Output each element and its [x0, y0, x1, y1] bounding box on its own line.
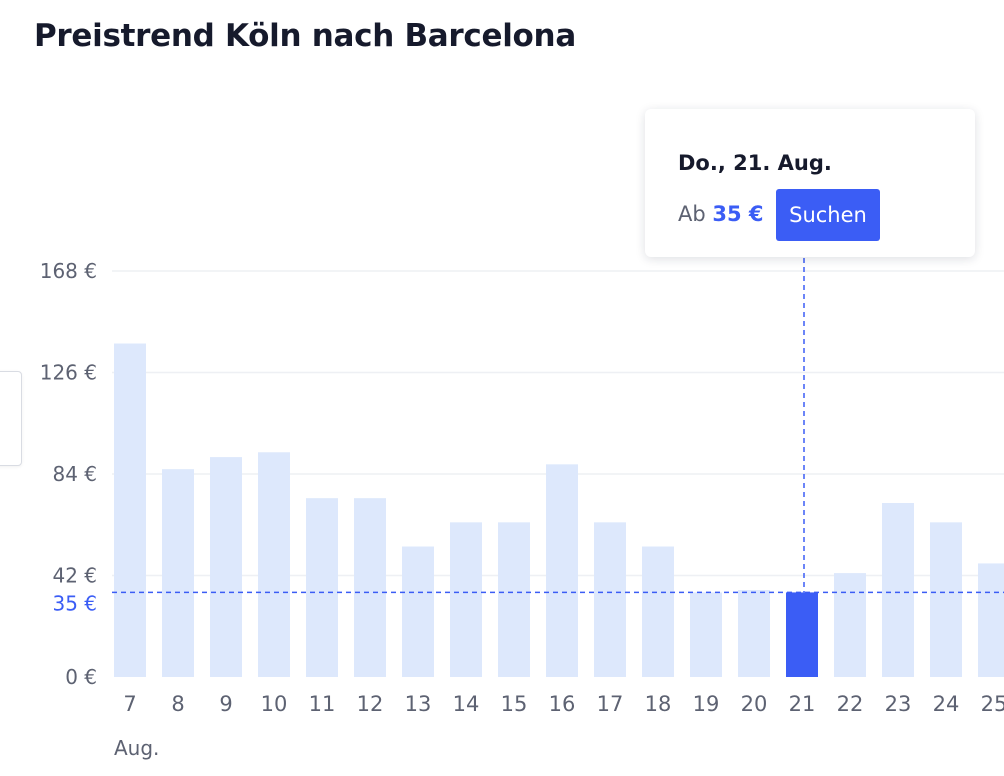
x-tick-label: 14	[453, 692, 480, 716]
x-tick-label: 17	[597, 692, 624, 716]
bar[interactable]	[882, 503, 914, 677]
x-tick-label: 10	[261, 692, 288, 716]
bar[interactable]	[834, 573, 866, 677]
side-panel-edge[interactable]	[0, 371, 22, 466]
x-tick-label: 20	[741, 692, 768, 716]
price-tooltip: Do., 21. Aug. Ab 35 € Suchen	[645, 109, 975, 257]
bar[interactable]	[450, 522, 482, 677]
y-tick-label: 42 €	[52, 564, 97, 588]
tooltip-price: Ab 35 €	[678, 202, 764, 226]
x-tick-label: 7	[123, 692, 136, 716]
x-tick-label: 22	[837, 692, 864, 716]
bar[interactable]	[930, 522, 962, 677]
x-tick-label: 18	[645, 692, 672, 716]
x-tick-label: 12	[357, 692, 384, 716]
x-tick-label: 21	[789, 692, 816, 716]
x-tick-label: 15	[501, 692, 528, 716]
bar[interactable]	[210, 457, 242, 677]
bars	[114, 343, 1004, 678]
month-label: Aug.	[114, 736, 159, 760]
x-tick-label: 23	[885, 692, 912, 716]
bar[interactable]	[402, 546, 434, 678]
bar[interactable]	[594, 522, 626, 677]
bar[interactable]	[162, 469, 194, 677]
x-tick-label: 13	[405, 692, 432, 716]
x-tick-label: 9	[219, 692, 232, 716]
bar[interactable]	[258, 452, 290, 677]
y-tick-label: 126 €	[40, 361, 97, 385]
bar[interactable]	[354, 498, 386, 677]
bar[interactable]	[546, 464, 578, 677]
x-tick-label: 24	[933, 692, 960, 716]
page-title: Preistrend Köln nach Barcelona	[34, 18, 576, 54]
x-tick-label: 19	[693, 692, 720, 716]
reference-line-group: 35 €	[52, 258, 1004, 615]
tooltip-price-prefix: Ab	[678, 202, 706, 226]
tooltip-price-value: 35 €	[712, 202, 764, 226]
bar[interactable]	[642, 546, 674, 678]
x-tick-label: 11	[309, 692, 336, 716]
y-tick-label: 0 €	[65, 665, 97, 689]
x-tick-label: 25	[981, 692, 1004, 716]
bar[interactable]	[978, 563, 1004, 677]
bar[interactable]	[306, 498, 338, 677]
search-button[interactable]: Suchen	[776, 189, 880, 241]
bar[interactable]	[738, 590, 770, 677]
bar[interactable]	[498, 522, 530, 677]
bar-selected[interactable]	[786, 592, 818, 677]
x-tick-label: 16	[549, 692, 576, 716]
x-tick-label: 8	[171, 692, 184, 716]
bar[interactable]	[690, 592, 722, 677]
y-tick-label: 168 €	[40, 259, 97, 283]
y-axis-labels: 0 € 42 € 84 € 126 € 168 €	[40, 259, 97, 689]
tooltip-date: Do., 21. Aug.	[678, 151, 832, 175]
x-axis-labels: 7 8 9 10 11 12 13 14 15 16 17 18 19 20 21 22 23 24 25	[123, 692, 1004, 716]
bar[interactable]	[114, 343, 146, 678]
reference-line-label: 35 €	[52, 591, 97, 615]
y-tick-label: 84 €	[52, 462, 97, 486]
